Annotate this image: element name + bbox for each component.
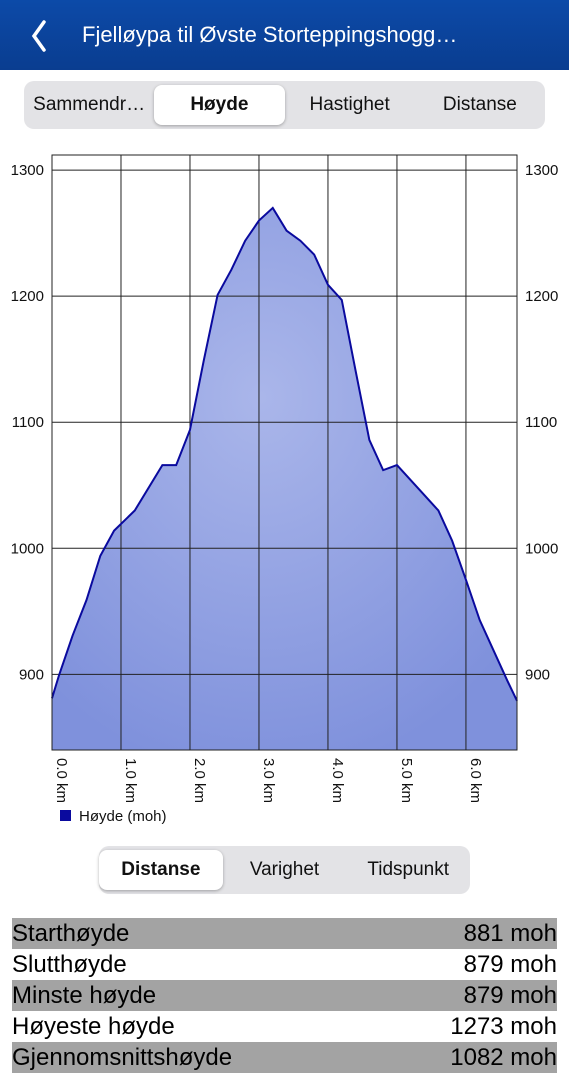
legend-label: Høyde (moh)	[79, 808, 167, 825]
stat-label: Starthøyde	[12, 920, 130, 947]
mode-tab[interactable]: Varighet	[249, 859, 320, 880]
stat-value: 879 moh	[463, 982, 557, 1009]
stats-row: Starthøyde 881 moh	[12, 918, 557, 949]
y2-tick-label: 1200	[525, 288, 558, 305]
y-tick-label: 1000	[11, 540, 44, 557]
stats-row: Høyeste høyde 1273 moh	[12, 1011, 557, 1042]
mode-tab[interactable]: Tidspunkt	[367, 859, 450, 880]
stat-value: 1273 moh	[450, 1013, 557, 1040]
mode-tab[interactable]: Distanse	[99, 850, 223, 890]
stat-label: Høyeste høyde	[12, 1013, 175, 1040]
stats-row: Gjennomsnittshøyde 1082 moh	[12, 1042, 557, 1073]
tab[interactable]: Høyde	[154, 85, 285, 125]
tab-bar: Sammendr… Høyde Hastighet Distanse	[24, 81, 545, 129]
y-tick-label: 1100	[12, 414, 44, 431]
x-tick-label: 3.0 km	[260, 758, 277, 803]
title: Fjelløypa til Øvste Storteppingshogg…	[82, 22, 458, 47]
stat-value: 881 moh	[463, 920, 557, 947]
stat-value: 879 moh	[463, 951, 557, 978]
header: Fjelløypa til Øvste Storteppingshogg…	[0, 0, 569, 70]
back-button[interactable]	[26, 16, 56, 56]
x-tick-label: 2.0 km	[191, 758, 208, 803]
mode-bar: Distanse Varighet Tidspunkt	[99, 846, 470, 894]
x-tick-label: 0.0 km	[53, 758, 70, 803]
stats-row: Minste høyde 879 moh	[12, 980, 557, 1011]
x-tick-label: 5.0 km	[398, 758, 415, 803]
legend-swatch	[60, 810, 71, 821]
plot-frame	[51, 154, 518, 751]
tab[interactable]: Hastighet	[309, 94, 390, 115]
stat-label: Minste høyde	[12, 982, 157, 1009]
x-tick-label: 4.0 km	[329, 758, 346, 803]
y-tick-label: 1300	[11, 162, 44, 179]
x-tick-label: 6.0 km	[467, 758, 484, 803]
line	[51, 206, 518, 702]
stats-table: Starthøyde 881 moh Slutthøyde 879 moh Minste…	[12, 918, 557, 1073]
area	[52, 207, 517, 750]
y2-tick-label: 1300	[525, 162, 558, 179]
y2-tick-label: 1100	[525, 414, 557, 431]
y-tick-label: 900	[19, 666, 44, 683]
stat-value: 1082 moh	[450, 1044, 557, 1071]
tab[interactable]: Sammendr…	[33, 94, 146, 115]
y-tick-label: 1200	[11, 288, 44, 305]
y2-tick-label: 1000	[525, 540, 558, 557]
stats-row: Slutthøyde 879 moh	[12, 949, 557, 980]
y2-tick-label: 900	[525, 666, 550, 683]
stat-label: Gjennomsnittshøyde	[12, 1044, 233, 1071]
tab[interactable]: Distanse	[442, 94, 517, 115]
stat-label: Slutthøyde	[12, 951, 127, 978]
x-tick-label: 1.0 km	[122, 758, 139, 803]
chart: 900 900 1000 1000 1100 1100 1200 1200 1300 1300 0.…	[11, 154, 558, 825]
